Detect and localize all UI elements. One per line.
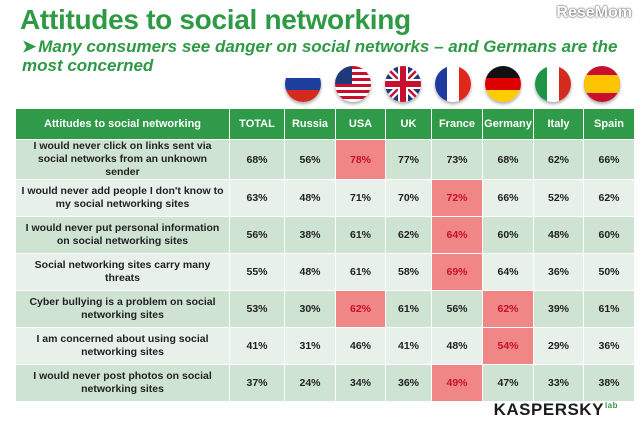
row-statement: I would never add people I don't know to… — [15, 179, 230, 217]
cell-spain: 60% — [583, 216, 635, 254]
cell-russia: 48% — [284, 179, 336, 217]
france-flag-icon — [435, 66, 471, 102]
cell-germany: 60% — [482, 216, 534, 254]
column-header-spain: Spain — [583, 108, 635, 140]
cell-italy: 62% — [533, 139, 584, 180]
cell-total: 68% — [229, 139, 285, 180]
logo-text: KASPERSKY — [493, 400, 604, 419]
row-statement: Social networking sites carry many threa… — [15, 253, 230, 291]
germany-flag-icon — [485, 66, 521, 102]
cell-italy: 29% — [533, 327, 584, 365]
column-header-uk: UK — [385, 108, 432, 140]
cell-germany: 68% — [482, 139, 534, 180]
cell-russia: 38% — [284, 216, 336, 254]
row-statement: I would never post photos on social netw… — [15, 364, 230, 402]
table-row: Social networking sites carry many threa… — [15, 253, 635, 291]
cell-usa: 71% — [335, 179, 386, 217]
cell-uk: 70% — [385, 179, 432, 217]
table-row: I am concerned about using social networ… — [15, 327, 635, 365]
arrow-bullet-icon: ➤ — [22, 37, 37, 56]
spain-flag-icon — [584, 66, 620, 102]
cell-france: 49% — [431, 364, 483, 402]
cell-spain: 36% — [583, 327, 635, 365]
table-row: I would never add people I don't know to… — [15, 179, 635, 217]
subtitle: ➤ Many consumers see danger on social net… — [22, 37, 622, 75]
cell-uk: 77% — [385, 139, 432, 180]
cell-germany: 47% — [482, 364, 534, 402]
subtitle-text: Many consumers see danger on social netw… — [22, 37, 618, 75]
cell-uk: 41% — [385, 327, 432, 365]
logo-suffix: lab — [604, 401, 618, 411]
cell-spain: 62% — [583, 179, 635, 217]
cell-spain: 50% — [583, 253, 635, 291]
cell-italy: 39% — [533, 290, 584, 328]
cell-spain: 61% — [583, 290, 635, 328]
uk-flag-icon — [385, 66, 421, 102]
cell-usa: 62% — [335, 290, 386, 328]
cell-france: 48% — [431, 327, 483, 365]
column-header-italy: Italy — [533, 108, 584, 140]
cell-uk: 36% — [385, 364, 432, 402]
cell-france: 72% — [431, 179, 483, 217]
cell-total: 55% — [229, 253, 285, 291]
cell-total: 37% — [229, 364, 285, 402]
cell-usa: 78% — [335, 139, 386, 180]
column-header-france: France — [431, 108, 483, 140]
column-header-statement: Attitudes to social networking — [15, 108, 230, 140]
column-header-total: TOTAL — [229, 108, 285, 140]
cell-france: 56% — [431, 290, 483, 328]
cell-russia: 31% — [284, 327, 336, 365]
cell-total: 41% — [229, 327, 285, 365]
page-title: Attitudes to social networking — [20, 4, 411, 35]
cell-russia: 30% — [284, 290, 336, 328]
cell-france: 69% — [431, 253, 483, 291]
flag-row — [0, 66, 640, 106]
cell-italy: 52% — [533, 179, 584, 217]
attitudes-table: Attitudes to social networking TOTAL Russi… — [15, 108, 635, 402]
russia-flag-icon — [285, 66, 321, 102]
table-row: Cyber bullying is a problem on social ne… — [15, 290, 635, 328]
cell-usa: 34% — [335, 364, 386, 402]
column-header-russia: Russia — [284, 108, 336, 140]
cell-total: 56% — [229, 216, 285, 254]
cell-uk: 61% — [385, 290, 432, 328]
column-header-germany: Germany — [482, 108, 534, 140]
cell-spain: 38% — [583, 364, 635, 402]
cell-usa: 61% — [335, 216, 386, 254]
cell-russia: 24% — [284, 364, 336, 402]
usa-flag-icon — [335, 66, 371, 102]
cell-usa: 61% — [335, 253, 386, 291]
table-row: I would never post photos on social netw… — [15, 364, 635, 402]
cell-uk: 62% — [385, 216, 432, 254]
cell-germany: 62% — [482, 290, 534, 328]
cell-france: 73% — [431, 139, 483, 180]
cell-italy: 36% — [533, 253, 584, 291]
cell-usa: 46% — [335, 327, 386, 365]
cell-germany: 66% — [482, 179, 534, 217]
cell-total: 53% — [229, 290, 285, 328]
row-statement: I would never click on links sent via so… — [15, 139, 230, 180]
row-statement: I am concerned about using social networ… — [15, 327, 230, 365]
cell-uk: 58% — [385, 253, 432, 291]
row-statement: I would never put personal information o… — [15, 216, 230, 254]
italy-flag-icon — [535, 66, 571, 102]
row-statement: Cyber bullying is a problem on social ne… — [15, 290, 230, 328]
cell-total: 63% — [229, 179, 285, 217]
cell-germany: 54% — [482, 327, 534, 365]
cell-italy: 48% — [533, 216, 584, 254]
cell-russia: 48% — [284, 253, 336, 291]
cell-italy: 33% — [533, 364, 584, 402]
kaspersky-logo: KASPERSKYlab — [494, 400, 618, 420]
cell-spain: 66% — [583, 139, 635, 180]
cell-france: 64% — [431, 216, 483, 254]
cell-germany: 64% — [482, 253, 534, 291]
watermark: ReseMom — [556, 4, 632, 21]
table-row: I would never click on links sent via so… — [15, 139, 635, 180]
table-row: I would never put personal information o… — [15, 216, 635, 254]
column-header-usa: USA — [335, 108, 386, 140]
table-header-row: Attitudes to social networking TOTAL Russi… — [15, 108, 635, 140]
cell-russia: 56% — [284, 139, 336, 180]
